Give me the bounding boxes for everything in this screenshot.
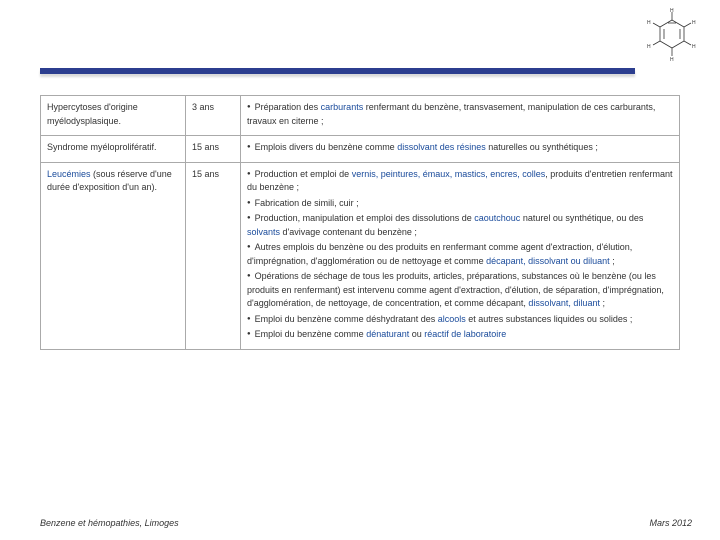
disease-cell: Leucémies (sous réserve d'une durée d'ex… [41,162,186,349]
work-item: Opérations de séchage de tous les produi… [247,270,673,311]
work-item: Production, manipulation et emploi des d… [247,212,673,239]
works-cell: Production et emploi de vernis, peinture… [241,162,680,349]
table-row: Leucémies (sous réserve d'une durée d'ex… [41,162,680,349]
footer-right: Mars 2012 [649,518,692,528]
work-item: Emploi du benzène comme déshydratant des… [247,313,673,327]
delay-cell: 15 ans [186,136,241,163]
svg-text:H: H [647,44,651,50]
work-item: Autres emplois du benzène ou des produit… [247,241,673,268]
delay-cell: 15 ans [186,162,241,349]
work-item: Production et emploi de vernis, peinture… [247,168,673,195]
header-rule [40,68,635,74]
work-item: Emploi du benzène comme dénaturant ou ré… [247,328,673,342]
work-item: Préparation des carburants renfermant du… [247,101,673,128]
benzene-molecule-icon: H H H H H H [642,8,702,63]
svg-text:H: H [670,57,674,63]
disease-cell: Syndrome myéloprolifératif. [41,136,186,163]
footer: Benzene et hémopathies, Limoges Mars 201… [40,518,692,528]
work-item: Fabrication de simili, cuir ; [247,197,673,211]
main-table: Hypercytoses d'origine myélodysplasique.… [40,95,680,350]
table-row: Hypercytoses d'origine myélodysplasique.… [41,96,680,136]
svg-text:H: H [647,20,651,26]
svg-text:H: H [692,44,696,50]
works-cell: Emplois divers du benzène comme dissolva… [241,136,680,163]
table-row: Syndrome myéloprolifératif.15 ans Emplois… [41,136,680,163]
disease-cell: Hypercytoses d'origine myélodysplasique. [41,96,186,136]
footer-left: Benzene et hémopathies, Limoges [40,518,179,528]
delay-cell: 3 ans [186,96,241,136]
work-item: Emplois divers du benzène comme dissolva… [247,141,673,155]
svg-text:H: H [670,8,674,14]
svg-text:H: H [692,20,696,26]
works-cell: Préparation des carburants renfermant du… [241,96,680,136]
